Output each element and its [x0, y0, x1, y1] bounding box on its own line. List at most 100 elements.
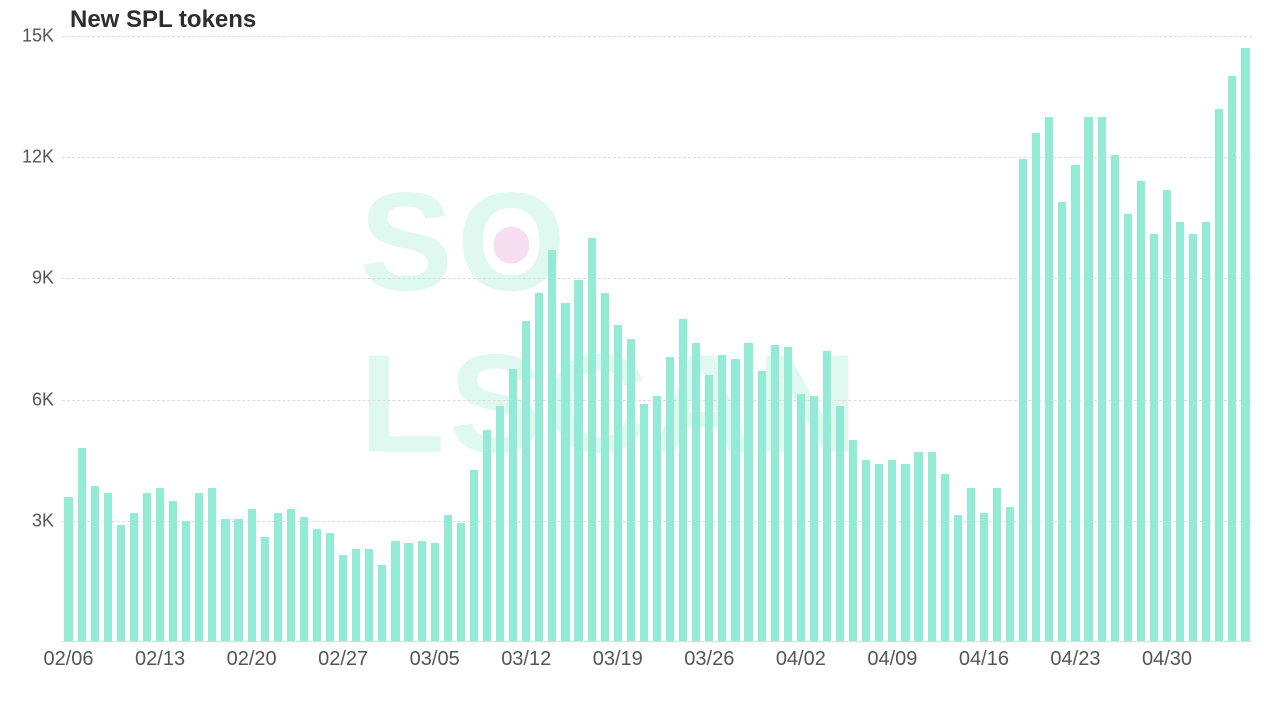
- chart-bar: [810, 396, 818, 642]
- chart-x-tick-label: 02/20: [227, 642, 277, 671]
- chart-x-tick-label: 04/16: [959, 642, 1009, 671]
- chart-bar: [928, 452, 936, 642]
- chart-x-tick-label: 04/02: [776, 642, 826, 671]
- chart-bar: [901, 464, 909, 642]
- chart-bar: [496, 406, 504, 642]
- chart-bars: [62, 36, 1252, 642]
- chart-bar: [1176, 222, 1184, 642]
- chart-bar: [574, 280, 582, 642]
- chart-bar: [1058, 202, 1066, 642]
- chart-bar: [1215, 109, 1223, 642]
- chart-bar: [1006, 507, 1014, 642]
- chart-bar: [64, 497, 72, 642]
- chart-bar: [967, 488, 975, 642]
- chart-bar: [640, 404, 648, 642]
- chart-bar: [313, 529, 321, 642]
- chart-bar: [522, 321, 530, 642]
- chart-bar: [339, 555, 347, 642]
- chart-bar: [431, 543, 439, 642]
- chart-bar: [117, 525, 125, 642]
- chart-bar: [78, 448, 86, 642]
- chart-bar: [561, 303, 569, 642]
- chart-bar: [614, 325, 622, 642]
- chart-plot-area: SOLSCAN 3K6K9K12K15K02/0602/1302/2002/27…: [62, 36, 1252, 642]
- chart-bar: [941, 474, 949, 642]
- chart-bar: [771, 345, 779, 642]
- chart-bar: [509, 369, 517, 642]
- chart-y-tick-label: 6K: [32, 389, 62, 410]
- chart-bar: [221, 519, 229, 642]
- chart-bar: [875, 464, 883, 642]
- chart-bar: [914, 452, 922, 642]
- chart-bar: [601, 293, 609, 642]
- chart-bar: [182, 521, 190, 642]
- chart-x-tick-label: 03/12: [501, 642, 551, 671]
- chart-bar: [234, 519, 242, 642]
- chart-bar: [1189, 234, 1197, 642]
- chart-y-tick-label: 9K: [32, 268, 62, 289]
- chart-x-tick-label: 04/30: [1142, 642, 1192, 671]
- chart-bar: [1202, 222, 1210, 642]
- chart-bar: [378, 565, 386, 642]
- chart-bar: [1111, 155, 1119, 642]
- chart-bar: [444, 515, 452, 642]
- chart-bar: [1019, 159, 1027, 642]
- chart-x-tick-label: 03/26: [684, 642, 734, 671]
- chart-bar: [718, 355, 726, 642]
- chart-bar: [1032, 133, 1040, 642]
- chart-bar: [91, 486, 99, 642]
- chart-bar: [758, 371, 766, 642]
- chart-bar: [287, 509, 295, 642]
- chart-y-tick-label: 15K: [22, 26, 62, 47]
- chart-bar: [1124, 214, 1132, 642]
- chart-bar: [300, 517, 308, 642]
- chart-bar: [143, 493, 151, 642]
- chart-bar: [1071, 165, 1079, 642]
- chart-bar: [470, 470, 478, 642]
- chart-x-tick-label: 04/23: [1050, 642, 1100, 671]
- chart-bar: [352, 549, 360, 642]
- chart-bar: [130, 513, 138, 642]
- chart-title: New SPL tokens: [70, 6, 256, 34]
- chart-bar: [731, 359, 739, 642]
- chart-bar: [535, 293, 543, 642]
- chart-bar: [1150, 234, 1158, 642]
- chart-bar: [418, 541, 426, 642]
- chart-x-tick-label: 02/27: [318, 642, 368, 671]
- chart-bar: [627, 339, 635, 642]
- chart-bar: [744, 343, 752, 642]
- chart-bar: [666, 357, 674, 642]
- chart-x-tick-label: 02/13: [135, 642, 185, 671]
- chart-bar: [169, 501, 177, 642]
- chart-bar: [692, 343, 700, 642]
- chart-bar: [849, 440, 857, 642]
- chart-bar: [679, 319, 687, 642]
- chart-y-tick-label: 3K: [32, 510, 62, 531]
- chart-bar: [261, 537, 269, 642]
- chart-bar: [836, 406, 844, 642]
- chart-bar: [954, 515, 962, 642]
- chart-bar: [993, 488, 1001, 642]
- chart-container: New SPL tokens SOLSCAN 3K6K9K12K15K02/06…: [0, 0, 1264, 720]
- chart-bar: [248, 509, 256, 642]
- chart-bar: [404, 543, 412, 642]
- chart-bar: [1163, 190, 1171, 642]
- chart-bar: [888, 460, 896, 642]
- chart-bar: [784, 347, 792, 642]
- chart-bar: [1084, 117, 1092, 642]
- chart-bar: [980, 513, 988, 642]
- chart-bar: [1228, 76, 1236, 642]
- chart-bar: [104, 493, 112, 642]
- chart-bar: [365, 549, 373, 642]
- chart-x-tick-label: 03/05: [410, 642, 460, 671]
- chart-bar: [195, 493, 203, 642]
- chart-bar: [1098, 117, 1106, 642]
- chart-x-tick-label: 02/06: [44, 642, 94, 671]
- chart-bar: [862, 460, 870, 642]
- chart-bar: [1241, 48, 1249, 642]
- chart-bar: [274, 513, 282, 642]
- chart-bar: [705, 375, 713, 642]
- chart-bar: [391, 541, 399, 642]
- chart-bar: [548, 250, 556, 642]
- chart-x-tick-label: 03/19: [593, 642, 643, 671]
